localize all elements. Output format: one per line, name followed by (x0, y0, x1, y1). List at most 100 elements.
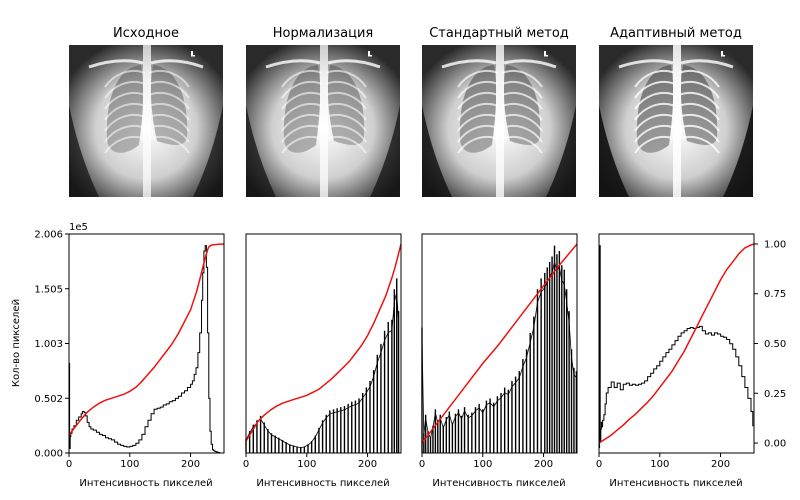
y2-tick-label: 0.25 (764, 389, 786, 400)
x-tick-label: 100 (297, 459, 316, 470)
y-tick-label: 1.505 (34, 284, 63, 295)
xray-rib (148, 124, 190, 143)
xray-rib (281, 113, 323, 132)
x-tick-label: 0 (419, 459, 425, 470)
xray-rib (325, 69, 367, 88)
panel-title-adaptive: Адаптивный метод (610, 26, 742, 41)
image-panel-normalized (246, 45, 400, 197)
histogram-chart-original: 0 100 200 0.000 0.502 1.003 1.505 2.006 (34, 230, 225, 470)
xray-rib (104, 102, 146, 121)
xray-rib (457, 102, 499, 121)
xray-spine (496, 45, 504, 197)
xray-marker (191, 51, 193, 56)
y-axis-label: Кол-во пикселей (11, 299, 22, 387)
xray-marker (544, 55, 548, 57)
xray-clavicle (618, 59, 674, 69)
x-tick-label: 100 (473, 459, 492, 470)
xray-rib (634, 91, 676, 110)
xray-rib (501, 102, 543, 121)
y2-tick-label: 0.75 (764, 289, 786, 300)
xray-rib (457, 135, 499, 154)
x-axis-label-normalized: Интенсивность пикселей (256, 478, 389, 489)
xray-rib (457, 124, 499, 143)
y-multiplier-label: 1e5 (69, 222, 88, 233)
xray-spine (673, 45, 681, 197)
xray-rib (634, 80, 676, 99)
xray-rib (678, 69, 720, 88)
xray-clavicle (503, 59, 557, 69)
histogram-chart-standard: 0 100 200 (419, 233, 578, 470)
xray-rib (148, 113, 190, 132)
histogram-line (599, 245, 755, 448)
panel-title-standard: Стандартный метод (429, 26, 569, 41)
xray-rib (501, 124, 543, 143)
cdf-line (598, 243, 755, 444)
xray-rib (678, 102, 720, 121)
y-tick-label: 2.006 (34, 230, 63, 241)
xray-rib (104, 113, 146, 132)
xray-rib (281, 124, 323, 143)
image-panel-standard (422, 45, 576, 197)
xray-rib (678, 124, 720, 143)
x-tick-label: 100 (650, 459, 669, 470)
xray-shadow (723, 105, 753, 197)
xray-clavicle (327, 59, 381, 69)
xray-marker (721, 51, 723, 56)
xray-clavicle (680, 59, 734, 69)
y2-tick-label: 0.00 (764, 439, 786, 450)
xray-marker (191, 55, 195, 57)
xray-rib (678, 80, 720, 99)
xray-rib (457, 80, 499, 99)
xray-clavicle (88, 59, 144, 69)
xray-rib (104, 69, 146, 88)
xray-rib (457, 91, 499, 110)
xray-rib (501, 91, 543, 110)
panel-title-original: Исходное (113, 26, 179, 41)
xray-shadow (246, 105, 276, 197)
xray-spine (143, 45, 151, 197)
x-tick-label: 200 (181, 459, 200, 470)
cdf-line (245, 243, 402, 442)
xray-rib (678, 91, 720, 110)
xray-rib (281, 69, 323, 88)
axes-frame (421, 233, 578, 454)
xray-rib (281, 91, 323, 110)
image-panel-adaptive (599, 45, 753, 197)
panel-title-normalized: Нормализация (273, 26, 374, 41)
xray-rib (104, 80, 146, 99)
histogram-line (421, 260, 577, 440)
xray-rib (325, 91, 367, 110)
xray-rib (104, 135, 146, 154)
xray-rib (634, 113, 676, 132)
xray-rib (634, 124, 676, 143)
histogram-chart-adaptive: 0 100 200 0.00 0.25 0.50 0.75 1.00 (596, 233, 786, 470)
x-tick-label: 0 (243, 459, 249, 470)
xray-marker (544, 51, 546, 56)
x-tick-label: 200 (711, 459, 730, 470)
x-tick-label: 100 (120, 459, 139, 470)
x-tick-label: 0 (596, 459, 602, 470)
xray-rib (325, 102, 367, 121)
histogram-line (245, 292, 399, 448)
xray-shadow (69, 105, 99, 197)
xray-rib (634, 69, 676, 88)
xray-rib (148, 80, 190, 99)
xray-rib (104, 124, 146, 143)
x-axis-label-adaptive: Интенсивность пикселей (609, 478, 742, 489)
y2-tick-label: 1.00 (764, 239, 786, 250)
xray-marker (721, 55, 725, 57)
xray-rib (678, 135, 720, 154)
x-tick-label: 0 (66, 459, 72, 470)
xray-shadow (422, 105, 452, 197)
y-tick-label: 0.502 (34, 394, 63, 405)
xray-rib (281, 80, 323, 99)
xray-spine (320, 45, 328, 197)
cdf-line (421, 243, 578, 444)
axes-frame (245, 233, 402, 454)
y-tick-label: 1.003 (34, 339, 63, 350)
xray-rib (501, 69, 543, 88)
axes-frame (68, 233, 225, 454)
xray-clavicle (265, 59, 321, 69)
xray-rib (501, 135, 543, 154)
xray-rib (281, 135, 323, 154)
